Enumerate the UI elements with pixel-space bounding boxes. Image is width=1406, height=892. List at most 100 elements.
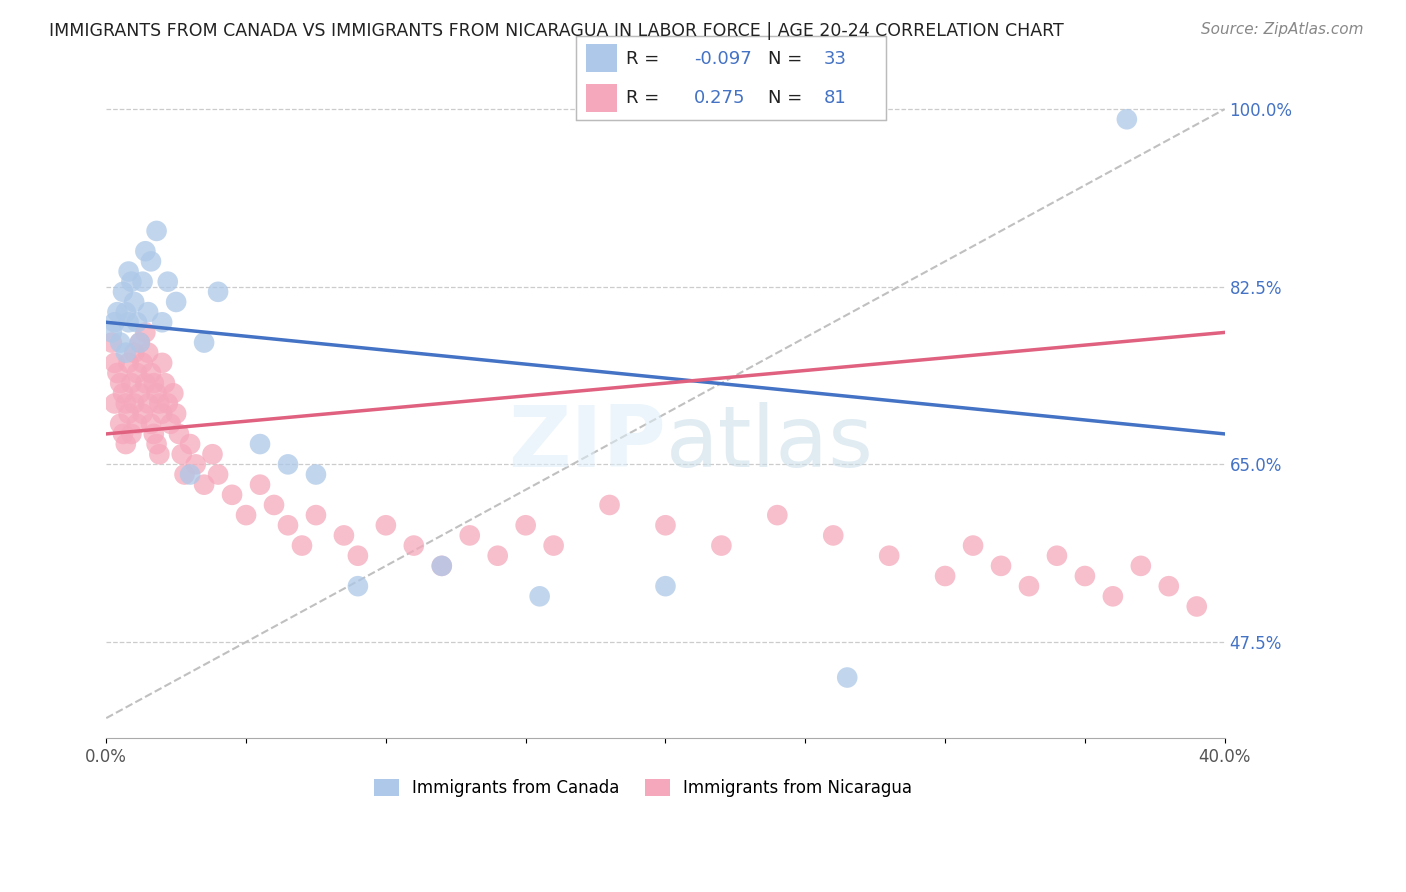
Point xyxy=(207,285,229,299)
Point xyxy=(221,488,243,502)
Point xyxy=(139,366,162,380)
Text: IMMIGRANTS FROM CANADA VS IMMIGRANTS FROM NICARAGUA IN LABOR FORCE | AGE 20-24 C: IMMIGRANTS FROM CANADA VS IMMIGRANTS FRO… xyxy=(49,22,1064,40)
Point xyxy=(136,305,159,319)
Point xyxy=(170,447,193,461)
Point xyxy=(117,407,139,421)
Point xyxy=(134,376,156,391)
Text: Source: ZipAtlas.com: Source: ZipAtlas.com xyxy=(1201,22,1364,37)
Point xyxy=(128,335,150,350)
Point xyxy=(120,275,142,289)
Point xyxy=(111,285,134,299)
Point xyxy=(173,467,195,482)
Point xyxy=(347,549,370,563)
Point xyxy=(117,356,139,370)
Point xyxy=(1129,558,1152,573)
Point xyxy=(134,244,156,259)
Point xyxy=(193,477,215,491)
Point xyxy=(1115,112,1137,127)
Point xyxy=(101,326,124,340)
Point xyxy=(402,539,425,553)
Point xyxy=(159,417,181,431)
Point xyxy=(110,417,132,431)
Point xyxy=(291,539,314,553)
Point xyxy=(139,254,162,268)
Text: 0.275: 0.275 xyxy=(695,88,745,106)
Point xyxy=(543,539,565,553)
Point xyxy=(145,224,167,238)
Point xyxy=(249,477,271,491)
Point xyxy=(277,458,299,472)
Point xyxy=(107,366,129,380)
Point xyxy=(142,376,165,391)
Point xyxy=(1018,579,1040,593)
Point xyxy=(122,396,145,410)
Point xyxy=(165,407,187,421)
Point xyxy=(877,549,900,563)
Point xyxy=(458,528,481,542)
Point xyxy=(131,356,153,370)
Text: R =: R = xyxy=(626,50,659,68)
Point xyxy=(114,305,136,319)
Point xyxy=(153,376,176,391)
Point xyxy=(150,315,173,329)
Point xyxy=(131,407,153,421)
Point xyxy=(114,345,136,359)
Point xyxy=(305,508,328,522)
Point xyxy=(139,417,162,431)
Point xyxy=(179,467,201,482)
Point xyxy=(486,549,509,563)
Point xyxy=(430,558,453,573)
Point xyxy=(1185,599,1208,614)
Point xyxy=(529,590,551,604)
Point xyxy=(104,396,127,410)
Point xyxy=(114,396,136,410)
Point xyxy=(136,396,159,410)
Point xyxy=(117,315,139,329)
Point xyxy=(107,305,129,319)
Point xyxy=(263,498,285,512)
Point xyxy=(277,518,299,533)
Point xyxy=(111,426,134,441)
Point xyxy=(162,386,184,401)
Text: N =: N = xyxy=(768,88,803,106)
Point xyxy=(654,579,676,593)
Point xyxy=(142,426,165,441)
Bar xyxy=(586,84,617,112)
Point xyxy=(962,539,984,553)
Point xyxy=(235,508,257,522)
Point xyxy=(150,356,173,370)
Point xyxy=(156,275,179,289)
Point xyxy=(823,528,845,542)
Point xyxy=(134,326,156,340)
Text: -0.097: -0.097 xyxy=(695,50,752,68)
Point xyxy=(165,295,187,310)
Point xyxy=(114,437,136,451)
Point xyxy=(305,467,328,482)
Legend: Immigrants from Canada, Immigrants from Nicaragua: Immigrants from Canada, Immigrants from … xyxy=(367,772,918,804)
Point xyxy=(145,386,167,401)
Point xyxy=(104,356,127,370)
Point xyxy=(111,386,134,401)
Point xyxy=(150,407,173,421)
Point xyxy=(120,426,142,441)
Point xyxy=(766,508,789,522)
Point xyxy=(1046,549,1069,563)
Point xyxy=(710,539,733,553)
Point xyxy=(179,437,201,451)
Point xyxy=(125,417,148,431)
Text: atlas: atlas xyxy=(665,402,873,485)
Point xyxy=(117,264,139,278)
Point xyxy=(148,396,170,410)
Point xyxy=(333,528,356,542)
Point xyxy=(128,386,150,401)
Point xyxy=(430,558,453,573)
Point xyxy=(131,275,153,289)
Point xyxy=(201,447,224,461)
Point xyxy=(145,437,167,451)
Point xyxy=(184,458,207,472)
Point xyxy=(207,467,229,482)
Point xyxy=(167,426,190,441)
Text: N =: N = xyxy=(768,50,803,68)
Point xyxy=(120,376,142,391)
Point xyxy=(110,335,132,350)
